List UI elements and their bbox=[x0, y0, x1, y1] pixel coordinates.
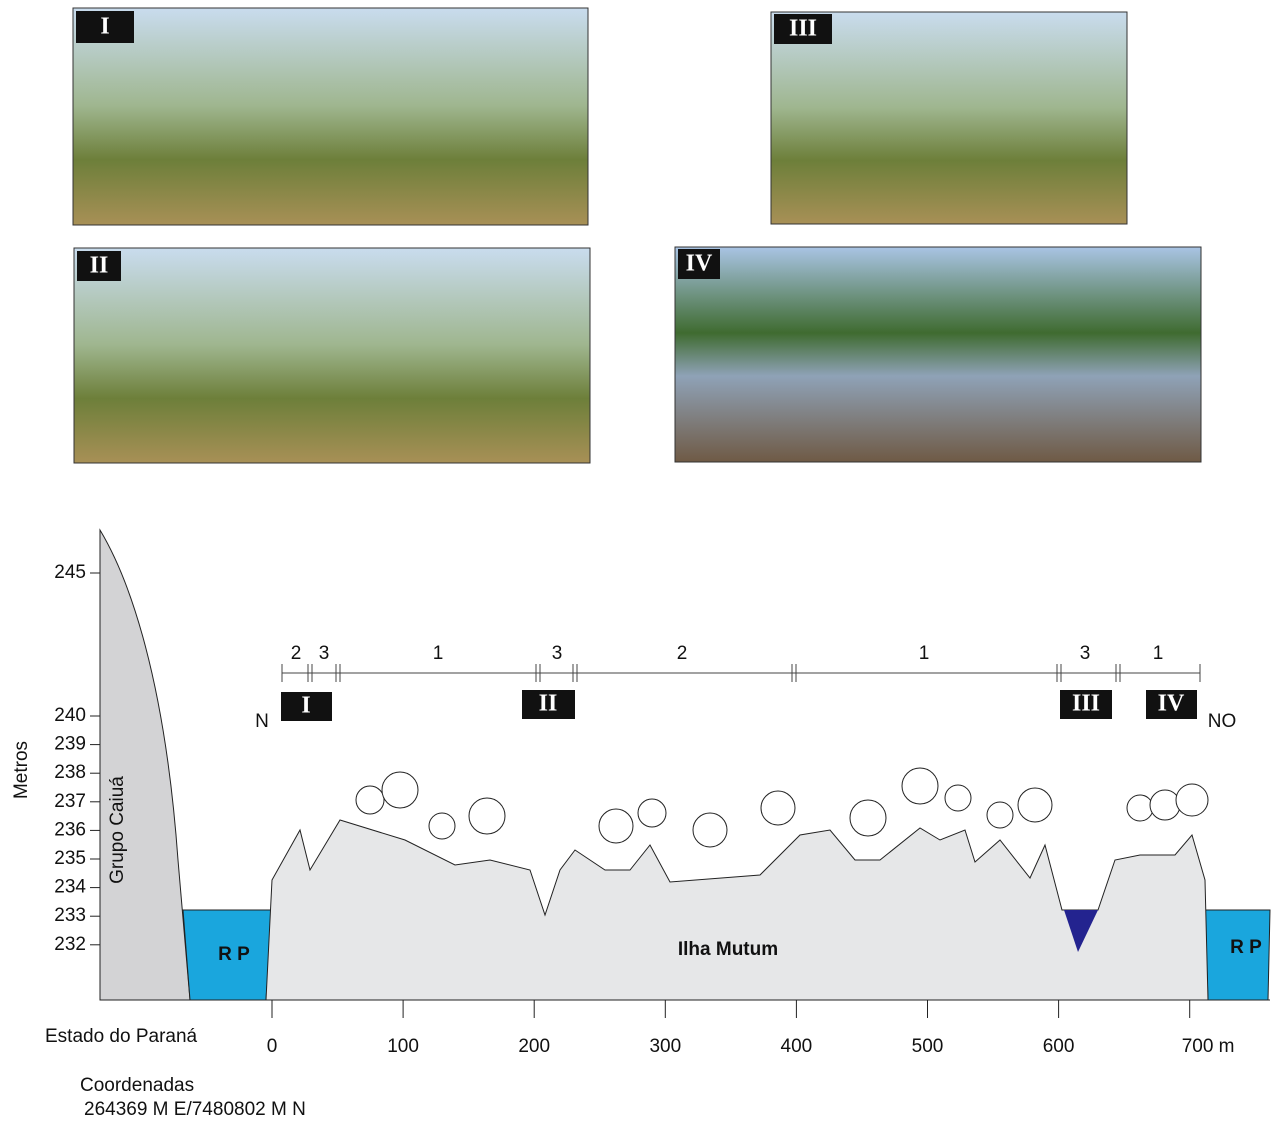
x-tick-label: 0 bbox=[267, 1036, 278, 1057]
zone-label: 3 bbox=[552, 643, 563, 664]
y-tick-label: 240 bbox=[54, 705, 86, 726]
y-tick-label: 234 bbox=[54, 877, 86, 898]
river-label: R P bbox=[218, 944, 250, 965]
coordinates-title: Coordenadas bbox=[80, 1075, 194, 1096]
x-tick-label: 700 m bbox=[1182, 1036, 1235, 1057]
y-tick-label: 235 bbox=[54, 848, 86, 869]
zone-label: 1 bbox=[433, 643, 444, 664]
y-tick-label: 237 bbox=[54, 791, 86, 812]
coordinates-value: 264369 M E/7480802 M N bbox=[84, 1099, 306, 1120]
trees bbox=[356, 768, 1208, 847]
y-tick-label: 236 bbox=[54, 819, 86, 840]
y-axis-label: Metros bbox=[11, 741, 32, 799]
zone-label: 2 bbox=[677, 643, 688, 664]
zone-label: 3 bbox=[319, 643, 330, 664]
page: I II III IV Grupo Caiuá R P R P Ilha Mut… bbox=[0, 0, 1272, 1122]
zone-label: 1 bbox=[919, 643, 930, 664]
zone-label: 1 bbox=[1153, 643, 1164, 664]
photo bbox=[675, 247, 1201, 462]
photo bbox=[73, 8, 588, 225]
y-tick-label: 239 bbox=[54, 734, 86, 755]
photo-label: IV bbox=[686, 251, 713, 277]
x-tick-label: 500 bbox=[912, 1036, 944, 1057]
end-label: NO bbox=[1208, 711, 1237, 732]
x-tick-label: 200 bbox=[518, 1036, 550, 1057]
x-tick-label: 400 bbox=[781, 1036, 813, 1057]
marker: III bbox=[1072, 691, 1100, 717]
x-tick-label: 600 bbox=[1043, 1036, 1075, 1057]
marker: II bbox=[539, 691, 558, 717]
zone-label: 2 bbox=[291, 643, 302, 664]
photo-label: I bbox=[100, 14, 109, 40]
photo-label: III bbox=[789, 16, 817, 42]
y-tick-label: 238 bbox=[54, 762, 86, 783]
x-tick-label: 300 bbox=[649, 1036, 681, 1057]
y-tick-label: 233 bbox=[54, 905, 86, 926]
x-tick-label: 100 bbox=[387, 1036, 419, 1057]
x-axis-caption: Estado do Paraná bbox=[45, 1026, 198, 1047]
formation-label: Grupo Caiuá bbox=[107, 776, 128, 884]
y-tick-label: 245 bbox=[54, 562, 86, 583]
start-label: N bbox=[255, 711, 269, 732]
formation bbox=[100, 530, 190, 1000]
photo-label: II bbox=[90, 253, 109, 279]
zone-label: 3 bbox=[1080, 643, 1091, 664]
y-tick-label: 232 bbox=[54, 934, 86, 955]
river-label: R P bbox=[1230, 937, 1262, 958]
photo bbox=[74, 248, 590, 463]
zone-labels: 2 3 1 3 2 1 3 1 bbox=[291, 643, 1164, 664]
figure: I II III IV Grupo Caiuá R P R P Ilha Mut… bbox=[0, 0, 1272, 1122]
island-label: Ilha Mutum bbox=[678, 939, 778, 960]
marker: IV bbox=[1158, 691, 1185, 717]
marker: I bbox=[301, 693, 310, 719]
